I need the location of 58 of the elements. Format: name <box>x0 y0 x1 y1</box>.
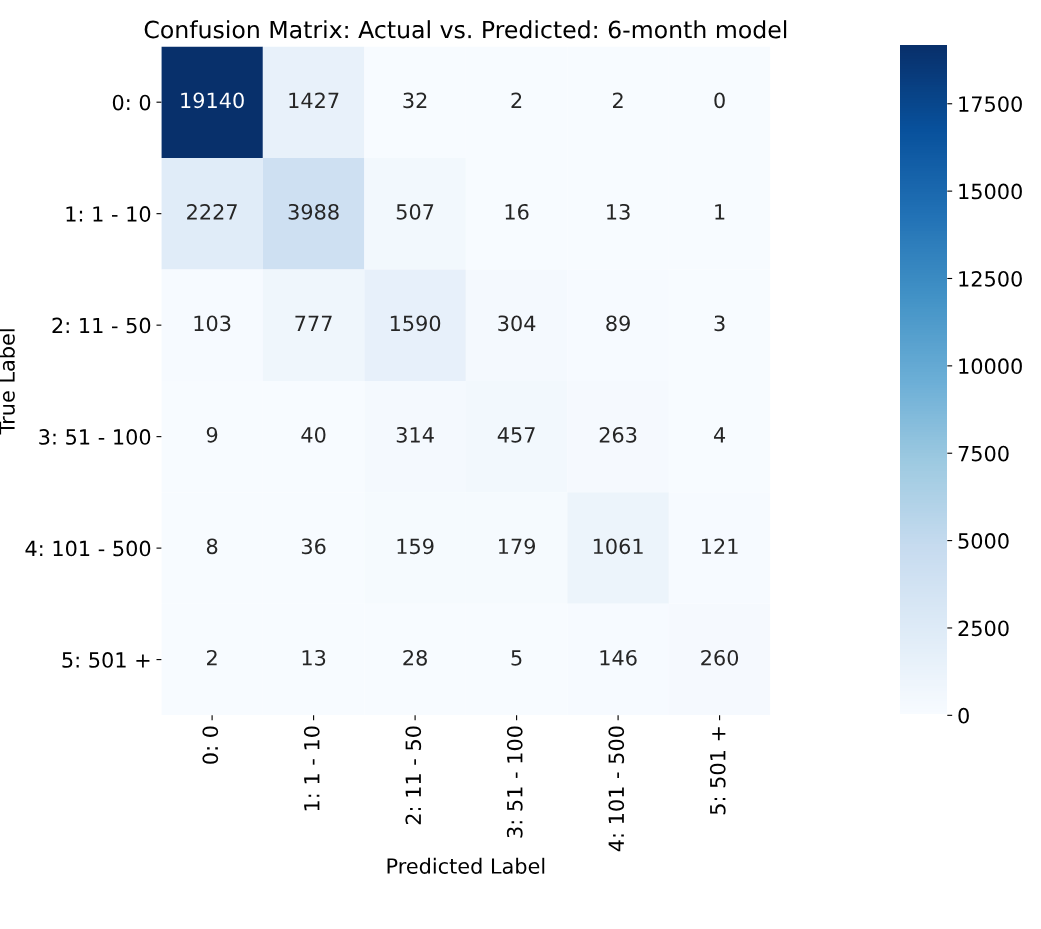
data-label: 28 <box>403 649 427 666</box>
data-label: 40 <box>301 426 326 443</box>
data-label: 5 <box>511 650 522 666</box>
data-label: 0 <box>714 92 725 109</box>
y-tick-label: 4: 101 - 500 <box>25 540 151 557</box>
color-bar-label: 2500 <box>958 620 1009 637</box>
color-bar-label: 15000 <box>959 183 1022 200</box>
color-bar-label: 17500 <box>959 96 1022 112</box>
data-label: 457 <box>497 427 535 443</box>
data-label: 260 <box>701 649 739 666</box>
data-label: 13 <box>607 203 630 220</box>
data-label: 19140 <box>181 92 244 109</box>
y-tick-label: 0: 0 <box>112 94 151 111</box>
data-label: 304 <box>498 315 536 332</box>
y-tick-label: 2: 11 - 50 <box>52 317 151 334</box>
data-label: 8 <box>206 538 218 555</box>
data-label: 777 <box>295 315 332 331</box>
data-label: 2 <box>612 92 623 108</box>
x-tick-label: 3: 51 - 100 <box>506 726 523 838</box>
data-label: 1 <box>715 204 725 220</box>
data-label: 1061 <box>593 538 643 555</box>
x-tick-label: 5: 501 + <box>709 727 726 815</box>
data-label: 36 <box>301 538 326 555</box>
x-axis-title: Predicted Label <box>387 857 545 874</box>
y-tick-label: 5: 501 + <box>62 652 150 668</box>
color-bar-label: 12500 <box>959 270 1022 287</box>
data-label: 103 <box>194 315 231 332</box>
color-bar-label: 7500 <box>958 445 1009 462</box>
data-label: 2227 <box>187 203 237 220</box>
y-tick-label: 1: 1 - 10 <box>66 206 151 222</box>
x-tick-label: 0: 0 <box>202 726 219 764</box>
data-label: 507 <box>396 203 434 220</box>
data-label: 32 <box>403 92 427 109</box>
data-label: 16 <box>505 203 529 220</box>
data-label: 13 <box>302 649 326 666</box>
data-label: 146 <box>600 649 637 666</box>
data-label: 2 <box>207 649 217 666</box>
color-bar-label: 5000 <box>958 533 1009 549</box>
data-label: 314 <box>396 426 434 443</box>
data-label: 1427 <box>289 92 339 108</box>
data-label: 3 <box>714 315 725 332</box>
data-label: 263 <box>599 426 637 443</box>
x-tick-label: 1: 1 - 10 <box>303 726 320 811</box>
data-label: 121 <box>702 538 738 554</box>
data-label: 159 <box>397 538 434 555</box>
data-label: 4 <box>713 427 726 443</box>
chart-title: Confusion Matrix: Actual vs. Predicted: 6-month model <box>144 20 787 39</box>
data-label: 1590 <box>390 315 441 332</box>
y-tick-label: 3: 51 - 100 <box>39 429 151 445</box>
data-label: 3988 <box>288 203 339 220</box>
x-tick-label: 2: 11 - 50 <box>405 726 422 825</box>
data-label: 9 <box>206 426 218 443</box>
data-label: 2 <box>511 92 522 108</box>
color-bar-label: 10000 <box>959 358 1022 375</box>
color-bar-label: 0 <box>958 707 969 724</box>
data-label: 89 <box>606 315 630 332</box>
data-label: 179 <box>499 538 536 555</box>
x-tick-label: 4: 101 - 500 <box>608 726 625 852</box>
